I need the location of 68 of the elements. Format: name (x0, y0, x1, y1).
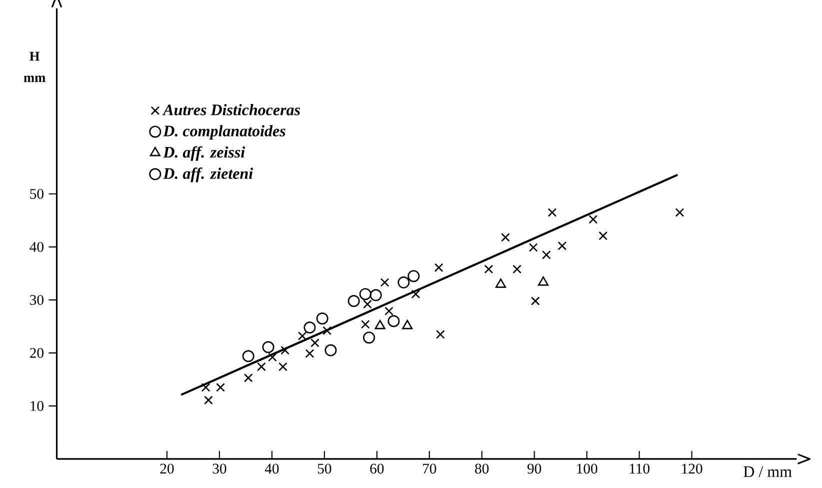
x-tick-label: 110 (630, 464, 650, 474)
point (538, 276, 549, 286)
point (363, 300, 372, 309)
point (558, 241, 567, 250)
point (216, 382, 225, 392)
legend-label: Autres Distichoceras (162, 104, 300, 116)
point (528, 243, 538, 252)
x-tick-label: 50 (318, 464, 332, 474)
x-tick-label: 90 (527, 464, 542, 474)
point (408, 270, 420, 282)
point (434, 263, 444, 272)
point (324, 344, 337, 356)
point (242, 350, 254, 362)
y-tick-label: 10 (30, 401, 44, 411)
y-tick-label: 40 (30, 242, 44, 252)
point (374, 320, 386, 330)
y-tick-label: 30 (30, 294, 44, 305)
point (588, 214, 598, 224)
point (244, 373, 253, 382)
point (384, 306, 394, 316)
point (436, 330, 445, 339)
point (316, 312, 328, 324)
point (675, 208, 684, 217)
y-tick-label: 50 (30, 188, 44, 199)
y-tick-label: 20 (30, 348, 44, 358)
point (380, 278, 390, 287)
y-axis-title: H mm (24, 52, 46, 82)
point (363, 332, 376, 344)
point (370, 289, 382, 302)
point (398, 276, 410, 288)
legend-label: D. complanatoides (163, 125, 286, 140)
point (262, 341, 274, 354)
point (278, 362, 288, 372)
point (548, 208, 557, 217)
x-axis-title: D / mm (744, 466, 792, 478)
x-tick-label: 80 (475, 464, 489, 474)
x-tick-label: 100 (577, 464, 598, 474)
point (495, 278, 506, 288)
x-tick-label: 20 (160, 464, 174, 474)
legend-label: D. aff. zeissi (163, 146, 245, 161)
point (501, 232, 510, 242)
point (204, 396, 213, 405)
x-tick-label: 70 (423, 464, 436, 474)
point (256, 362, 266, 372)
legend-label: D. aff. zieteni (163, 168, 253, 182)
point (348, 294, 360, 307)
point (402, 320, 413, 330)
point (411, 290, 420, 299)
x-tick-label: 30 (212, 464, 226, 474)
point (304, 321, 316, 334)
point (305, 349, 314, 358)
point (298, 332, 307, 340)
point (530, 296, 540, 306)
point (484, 264, 494, 274)
point (542, 250, 551, 260)
point (322, 326, 332, 336)
x-tick-label: 120 (682, 464, 702, 474)
point (280, 346, 290, 355)
point (512, 264, 522, 274)
x-tick-label: 60 (370, 464, 384, 474)
point (598, 231, 608, 240)
point (359, 288, 372, 300)
point (360, 320, 370, 329)
point (201, 382, 210, 392)
x-tick-label: 40 (264, 464, 279, 474)
point (310, 338, 320, 348)
point (268, 352, 277, 362)
point (388, 315, 400, 328)
